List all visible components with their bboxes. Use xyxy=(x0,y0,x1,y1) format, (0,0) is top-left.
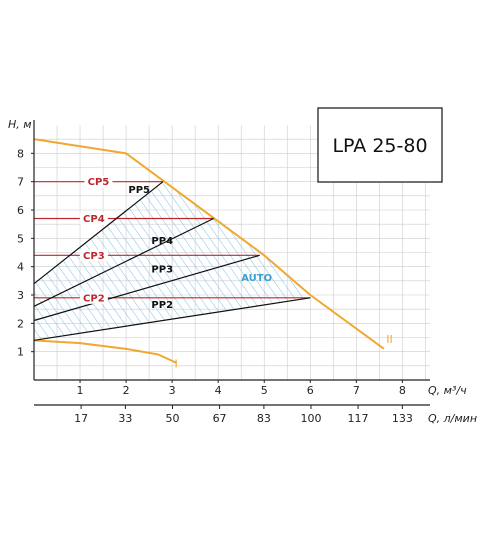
title-box xyxy=(317,107,443,183)
x-tick-label: 6 xyxy=(307,384,314,397)
x-tick-label: 3 xyxy=(169,384,176,397)
series-label-bg xyxy=(79,291,108,304)
x2-tick-label: 67 xyxy=(213,412,227,425)
auto-hatch-area xyxy=(34,181,311,341)
x2-tick-label: 100 xyxy=(300,412,321,425)
x2-tick-label: 117 xyxy=(348,412,369,425)
x2-tick-label: 133 xyxy=(392,412,413,425)
series-line-i xyxy=(33,339,178,364)
y-tick-label: 4 xyxy=(17,261,24,274)
series-label-cp2: CP2 xyxy=(83,293,105,304)
series-label-ii: II xyxy=(386,333,393,346)
series-label-bg xyxy=(79,249,108,262)
y-tick-label: 2 xyxy=(17,317,24,330)
auto-region xyxy=(34,181,311,341)
x2-tick-label: 17 xyxy=(74,412,88,425)
x-tick-label: 2 xyxy=(123,384,130,397)
x2-tick-label: 83 xyxy=(257,412,271,425)
y-axis-label: H, м xyxy=(8,118,32,131)
x2-axis-label: Q, л/мин xyxy=(428,412,477,425)
series-line-pp5 xyxy=(33,181,164,285)
series-label-bg xyxy=(84,175,113,188)
series-label-i: I xyxy=(174,357,177,370)
series-line-pp4 xyxy=(33,217,214,307)
auto-label: AUTO xyxy=(241,273,272,284)
y-tick-label: 8 xyxy=(17,147,24,160)
x2-tick-label: 33 xyxy=(118,412,132,425)
series-label-pp4: PP4 xyxy=(151,236,173,247)
y-tick-label: 3 xyxy=(17,289,24,302)
x-tick-label: 5 xyxy=(261,384,268,397)
x2-tick-label: 50 xyxy=(165,412,179,425)
x-tick-label: 8 xyxy=(399,384,406,397)
x-axis-label: Q, м³/ч xyxy=(428,384,467,397)
series-label-cp4: CP4 xyxy=(83,214,105,225)
series-line-pp2 xyxy=(33,297,311,341)
series-label-cp5: CP5 xyxy=(88,177,110,188)
series-label-pp2: PP2 xyxy=(151,300,173,311)
y-tick-label: 7 xyxy=(17,176,24,189)
x-tick-label: 1 xyxy=(77,384,84,397)
series-label-bg xyxy=(79,212,108,225)
x-tick-label: 4 xyxy=(215,384,222,397)
series-label-pp5: PP5 xyxy=(128,185,150,196)
series-line-ii xyxy=(33,138,385,350)
series-label-cp3: CP3 xyxy=(83,251,105,262)
y-tick-label: 6 xyxy=(17,204,24,217)
series-label-pp3: PP3 xyxy=(151,264,173,275)
y-tick-label: 5 xyxy=(17,232,24,245)
series-line-pp3 xyxy=(33,254,260,322)
chart-title: LPA 25-80 xyxy=(332,135,427,157)
y-tick-label: 1 xyxy=(17,346,24,359)
x-tick-label: 7 xyxy=(353,384,360,397)
